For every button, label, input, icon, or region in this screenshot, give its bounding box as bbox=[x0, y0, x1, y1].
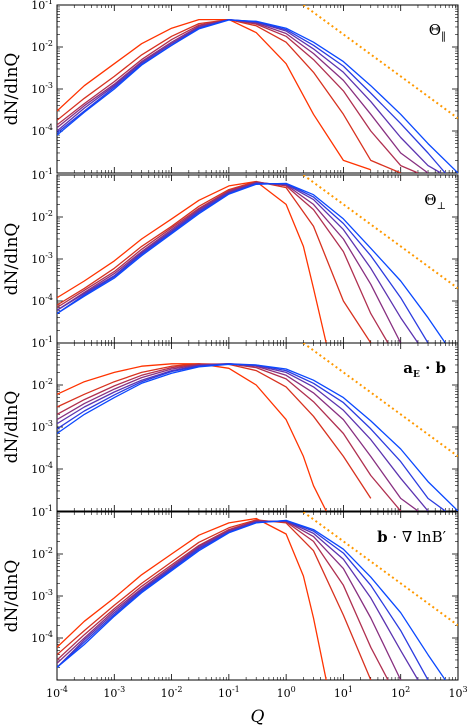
y-tick-label: 10-3 bbox=[31, 419, 53, 434]
y-tick-label: 10-3 bbox=[31, 251, 53, 266]
y-axis-label: dN/dlnQ bbox=[2, 223, 22, 296]
series-line-5 bbox=[57, 363, 429, 511]
reference-slope-line bbox=[302, 175, 458, 290]
y-tick-label: 10-4 bbox=[31, 123, 53, 138]
series-line-7 bbox=[57, 19, 458, 173]
y-tick-label: 10-2 bbox=[31, 209, 53, 224]
series-line-7 bbox=[57, 363, 458, 511]
panel-1: 10-4 10-3 10-2 10-1 dN/dlnQ Θ‖ bbox=[2, 0, 459, 174]
series-line-1 bbox=[57, 18, 372, 171]
y-tick-label: 10-3 bbox=[31, 81, 53, 96]
panel-label: Θ‖ bbox=[429, 21, 446, 42]
x-tick-label: 10-3 bbox=[103, 685, 125, 700]
y-tick-label: 10-3 bbox=[31, 588, 53, 603]
y-tick-label: 10-2 bbox=[31, 39, 53, 54]
x-tick-label: 103 bbox=[448, 685, 467, 700]
y-tick-label: 10-1 bbox=[31, 335, 53, 350]
panel-2: 10-4 10-3 10-2 10-1 dN/dlnQ Θ⊥ bbox=[2, 167, 459, 344]
series-line-7 bbox=[57, 182, 446, 343]
x-tick-label: 10-2 bbox=[161, 685, 183, 700]
y-tick-label: 10-1 bbox=[31, 504, 53, 519]
x-tick-label: 100 bbox=[277, 685, 296, 700]
x-tick-label: 102 bbox=[391, 685, 410, 700]
x-tick-label: 101 bbox=[334, 685, 353, 700]
x-tick-label: 10-4 bbox=[46, 685, 68, 700]
series-line-3 bbox=[57, 18, 419, 173]
series-line-2 bbox=[57, 18, 401, 173]
y-tick-label: 10-4 bbox=[31, 461, 53, 476]
series-line-5 bbox=[57, 18, 442, 173]
reference-slope-line bbox=[302, 512, 458, 627]
series-line-3 bbox=[57, 181, 389, 343]
y-tick-label: 10-4 bbox=[31, 630, 53, 645]
series-line-6 bbox=[57, 183, 429, 343]
panel-label: b · ∇ lnB′ bbox=[377, 528, 447, 546]
y-tick-label: 10-2 bbox=[31, 546, 53, 561]
panel-4: 10-4 10-3 10-2 10-1 dN/dlnQ b · ∇ lnB′ bbox=[2, 504, 459, 681]
series-line-3 bbox=[57, 363, 402, 511]
series-line-4 bbox=[57, 181, 402, 343]
series-line-1 bbox=[57, 180, 327, 343]
series-line-7 bbox=[57, 519, 446, 680]
x-axis-label: Q bbox=[251, 707, 265, 727]
y-tick-label: 10-2 bbox=[31, 377, 53, 392]
series-line-2 bbox=[57, 363, 372, 499]
series-line-3 bbox=[57, 520, 389, 680]
y-axis-label: dN/dlnQ bbox=[2, 560, 22, 633]
reference-slope-line bbox=[302, 343, 458, 458]
series-line-2 bbox=[57, 180, 372, 343]
panel-label: aE · b bbox=[403, 359, 446, 380]
y-axis-label: dN/dlnQ bbox=[2, 53, 22, 126]
series-line-4 bbox=[57, 520, 402, 680]
panel-frame bbox=[56, 4, 459, 174]
y-axis-label: dN/dlnQ bbox=[2, 391, 22, 464]
series-line-1 bbox=[57, 363, 327, 511]
panel-3: 10-4 10-3 10-2 10-1 dN/dlnQ aE · b bbox=[2, 335, 459, 512]
series-line-1 bbox=[57, 517, 327, 680]
series-line-5 bbox=[57, 182, 419, 343]
series-line-2 bbox=[57, 519, 372, 680]
x-tick-label: 10-1 bbox=[218, 685, 240, 700]
panel-label: Θ⊥ bbox=[424, 191, 446, 212]
y-tick-label: 10-4 bbox=[31, 293, 53, 308]
y-tick-label: 10-1 bbox=[31, 0, 53, 12]
y-tick-label: 10-1 bbox=[31, 167, 53, 182]
reference-slope-line bbox=[302, 5, 458, 120]
series-line-4 bbox=[57, 18, 429, 173]
